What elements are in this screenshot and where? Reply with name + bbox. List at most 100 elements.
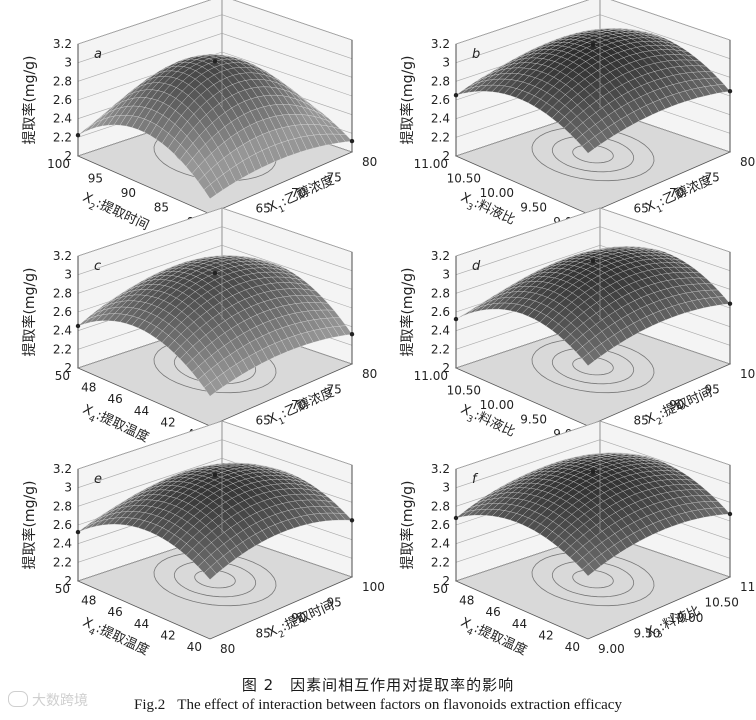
right-axis-tick-label: 11.00 — [740, 580, 756, 594]
contour-line — [173, 560, 257, 598]
z-tick-label: 3.2 — [431, 249, 450, 263]
z-gridline — [232, 0, 353, 41]
z-gridline — [77, 439, 223, 488]
figure-caption-chinese: 图 2 因素间相互作用对提取率的影响 — [241, 676, 515, 694]
left-axis-tick-label: 46 — [108, 605, 123, 619]
z-tick-label: 2.4 — [53, 324, 72, 338]
z-tick-label: 2.6 — [53, 305, 72, 319]
z-tick-label: 3.2 — [53, 37, 72, 51]
left-axis-tick-label: 42 — [160, 415, 175, 429]
left-axis-subscript: 4 — [465, 627, 475, 639]
z-gridline — [77, 207, 223, 257]
right-axis-tick-label: 100 — [740, 367, 756, 381]
left-axis-tick-label: 50 — [55, 369, 70, 383]
z-gridline — [455, 226, 601, 275]
z-axis-title: 提取率(mg/g) — [21, 267, 38, 356]
design-point — [212, 472, 218, 478]
z-gridline — [221, 33, 353, 78]
surface-plot-f: 3.2 3 2.8 2.6 2.4 2.2 2 f 提取率(mg/g) 50 48 46 44 42 40 1… — [399, 420, 756, 662]
z-tick-label: 2.6 — [431, 305, 450, 319]
z-tick-label: 2.8 — [431, 286, 450, 300]
surface-plot-d: 3.2 3 2.8 2.6 2.4 2.2 2 d 提取率(mg/g) 11.0010.5010.… — [399, 207, 756, 444]
z-gridline — [221, 207, 353, 253]
design-point — [453, 316, 459, 322]
z-tick-label: 2 — [442, 361, 450, 375]
right-axis-tick-label: 80 — [740, 155, 755, 169]
design-point — [349, 138, 355, 144]
z-tick-label: 2.8 — [431, 499, 450, 513]
contour-line — [572, 569, 614, 589]
design-point — [727, 511, 733, 517]
right-axis-tick-label: 75 — [327, 171, 342, 185]
design-point — [590, 469, 596, 474]
left-axis-subscript: 4 — [87, 414, 97, 426]
right-axis-subscript: 2 — [655, 416, 664, 427]
z-tick-label: 3.2 — [53, 249, 72, 263]
right-axis-tick-label: 100 — [362, 580, 385, 594]
design-point — [590, 258, 596, 264]
watermark: 大数跨境 — [8, 690, 88, 710]
z-tick-label: 2.2 — [53, 342, 72, 356]
surface-cell — [581, 141, 595, 154]
left-axis-tick-label: 44 — [512, 617, 527, 631]
left-axis-tick-label: 50 — [433, 582, 448, 596]
right-axis-subscript: 3 — [655, 629, 664, 640]
right-axis-tick-label: 90 — [669, 398, 684, 412]
design-point — [75, 133, 81, 138]
z-gridline — [221, 51, 353, 97]
z-tick-label: 2.2 — [431, 130, 450, 144]
z-tick-label: 2 — [64, 574, 72, 588]
contour-line — [531, 338, 655, 394]
z-tick-label: 3 — [64, 268, 72, 282]
z-tick-label: 3 — [442, 481, 450, 495]
figure-label: Fig.2 — [134, 697, 166, 713]
right-axis-tick-label: 85 — [256, 627, 271, 641]
figure-caption-english: Fig.2 The effect of interaction between f… — [0, 697, 756, 714]
right-axis-tick-label: 65 — [256, 202, 271, 216]
z-axis-title: 提取率(mg/g) — [399, 480, 416, 569]
right-axis-tick-label: 80 — [362, 155, 377, 169]
right-axis-tick-label: 80 — [362, 367, 377, 381]
surface-plot-a: 3.232.82.62.42.22a提取率(mg/g)1009590858080… — [21, 0, 377, 237]
left-axis-tick-label: 42 — [160, 628, 175, 642]
z-tick-label: 2.4 — [431, 324, 450, 338]
left-axis-tick-label: 9.50 — [520, 413, 547, 427]
contour-line — [531, 551, 655, 607]
left-axis-tick-label: 11.00 — [414, 369, 448, 383]
z-tick-label: 2 — [442, 574, 450, 588]
z-tick-label: 2.4 — [431, 537, 450, 551]
left-axis-tick-label: 10.00 — [480, 398, 514, 412]
left-axis-tick-label: 85 — [154, 201, 169, 215]
z-gridline — [77, 245, 223, 294]
z-tick-label: 2 — [64, 149, 72, 163]
z-axis-title: 提取率(mg/g) — [21, 480, 38, 569]
z-tick-label: 2.4 — [431, 112, 450, 126]
panel-label: b — [472, 47, 480, 62]
left-axis-tick-label: 10.00 — [480, 186, 514, 200]
left-axis-tick-label: 48 — [459, 594, 474, 608]
z-tick-label: 2.2 — [53, 130, 72, 144]
right-axis-tick-label: 85 — [634, 414, 649, 428]
z-gridline — [455, 14, 601, 63]
left-axis-tick-label: 40 — [565, 640, 580, 654]
left-axis-tick-label: 46 — [108, 392, 123, 406]
left-axis-subscript: 3 — [465, 414, 474, 425]
panel-label: d — [472, 259, 481, 274]
right-axis-subscript: 1 — [277, 416, 286, 427]
left-axis-tick-label: 90 — [121, 186, 136, 200]
surface-cell — [203, 184, 217, 199]
left-axis-tick-label: 46 — [486, 605, 501, 619]
watermark-text: 大数跨境 — [32, 693, 88, 709]
surface-cell — [203, 382, 217, 397]
right-axis-tick-label: 9.50 — [634, 627, 661, 641]
z-tick-label: 2 — [442, 149, 450, 163]
contour-line — [551, 560, 635, 598]
z-tick-label: 3.2 — [431, 37, 450, 51]
figure-caption-text: The effect of interaction between factor… — [177, 697, 622, 713]
surface-plot-b: 3.2 3 2.8 2.6 2.4 2.2 2 b 提取率(mg/g) 11.0010.5010.… — [399, 0, 755, 232]
z-gridline — [455, 420, 601, 470]
z-tick-label: 2.6 — [53, 518, 72, 532]
right-axis-tick-label: 95 — [327, 596, 342, 610]
contour-line — [551, 347, 635, 385]
